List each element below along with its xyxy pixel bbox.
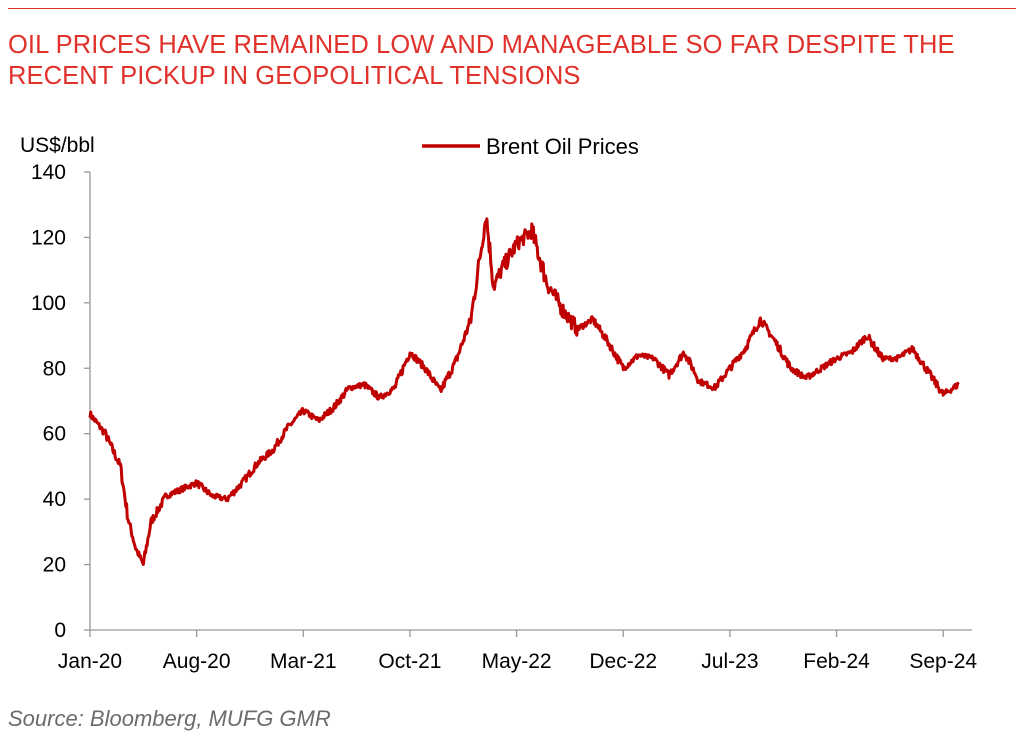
brent-oil-price-line xyxy=(88,217,960,566)
legend-entry: Brent Oil Prices xyxy=(486,134,639,159)
legend: Brent Oil Prices xyxy=(422,134,639,159)
x-tick-label: Jan-20 xyxy=(58,650,122,673)
x-tick-label: Aug-20 xyxy=(163,650,231,673)
source-note: Source: Bloomberg, MUFG GMR xyxy=(8,706,331,731)
y-tick-label: 40 xyxy=(43,488,66,511)
y-tick-label: 80 xyxy=(43,357,66,380)
x-tick-label: Dec-22 xyxy=(589,650,657,673)
chart-title: OIL PRICES HAVE REMAINED LOW AND MANAGEA… xyxy=(8,31,955,90)
y-tick-label: 0 xyxy=(54,619,66,642)
y-tick-label: 100 xyxy=(31,292,66,315)
y-tick-label: 120 xyxy=(31,226,66,249)
x-tick-label: Mar-21 xyxy=(270,650,337,673)
y-tick-labels: 0 20 40 60 80 100 120 140 xyxy=(31,161,66,642)
top-rule xyxy=(8,8,1016,9)
x-tick-label: Feb-24 xyxy=(803,650,870,673)
axes xyxy=(84,171,972,637)
x-tick-label: Sep-24 xyxy=(909,650,977,673)
y-axis-unit: US$/bbl xyxy=(20,134,95,157)
y-tick-label: 140 xyxy=(31,161,66,184)
x-tick-label: Oct-21 xyxy=(378,650,441,673)
x-tick-label: Jul-23 xyxy=(701,650,758,673)
y-tick-label: 20 xyxy=(43,554,66,577)
x-tick-labels: Jan-20 Aug-20 Mar-21 Oct-21 May-22 Dec-22 Jul-… xyxy=(58,650,977,673)
x-tick-label: May-22 xyxy=(482,650,552,673)
y-tick-label: 60 xyxy=(43,423,66,446)
